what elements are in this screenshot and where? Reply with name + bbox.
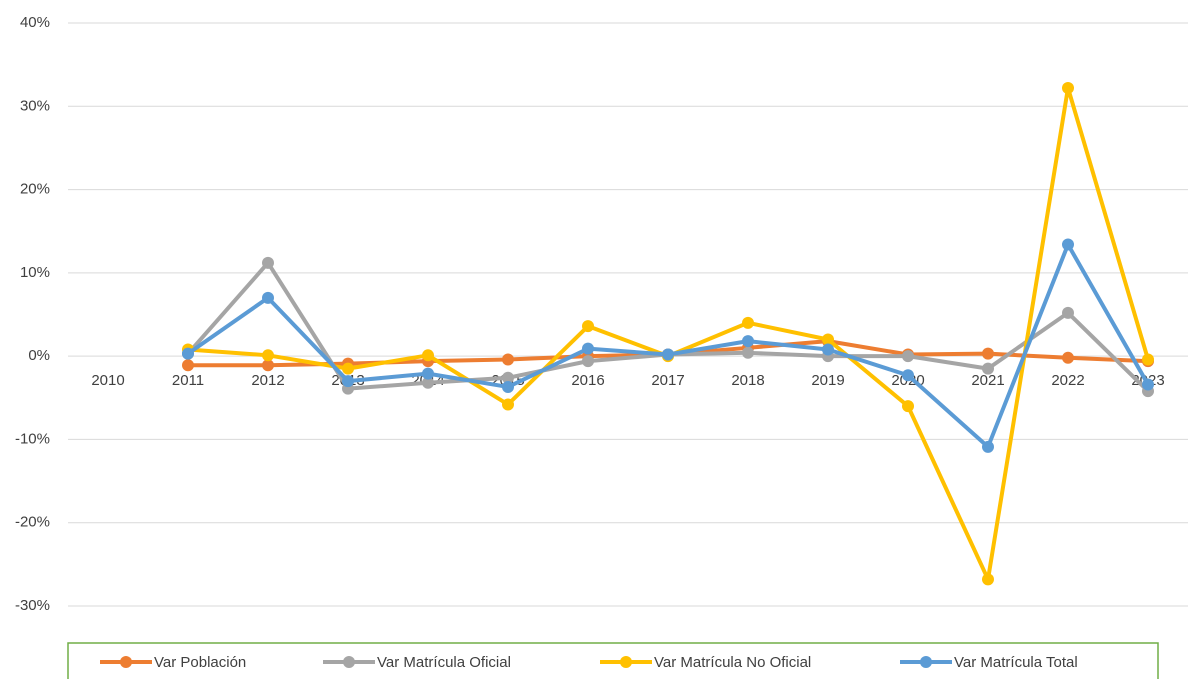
legend-marker	[120, 656, 132, 668]
series-line	[186, 85, 1150, 582]
data-point	[422, 349, 434, 362]
data-point	[1142, 353, 1154, 366]
legend-marker	[620, 656, 632, 668]
data-point	[822, 343, 834, 356]
data-point	[1142, 378, 1154, 391]
legend-box	[67, 642, 1159, 679]
data-point	[982, 440, 994, 453]
legend-label: Var Población	[154, 654, 246, 671]
data-point	[342, 375, 354, 388]
y-tick-label: 40%	[20, 14, 50, 31]
legend-label: Var Matrícula Total	[954, 654, 1078, 671]
data-point	[662, 348, 674, 361]
legend-marker	[920, 656, 932, 668]
y-tick-label: -30%	[15, 597, 50, 614]
data-point	[902, 350, 914, 363]
x-tick-label: 2010	[91, 372, 124, 389]
data-point	[982, 362, 994, 375]
data-point	[902, 400, 914, 413]
data-point	[1062, 351, 1074, 364]
y-tick-label: 20%	[20, 181, 50, 198]
data-point	[1062, 238, 1074, 251]
data-point	[502, 398, 514, 411]
x-tick-label: 2012	[251, 372, 284, 389]
x-tick-label: 2021	[971, 372, 1004, 389]
data-point	[342, 362, 354, 375]
y-tick-label: -10%	[15, 430, 50, 447]
legend-label: Var Matrícula No Oficial	[654, 654, 811, 671]
data-point	[182, 347, 194, 360]
legend-label: Var Matrícula Oficial	[377, 654, 511, 671]
data-point	[1062, 81, 1074, 94]
y-tick-label: 10%	[20, 264, 50, 281]
y-tick-label: -20%	[15, 514, 50, 531]
data-point	[1062, 306, 1074, 319]
data-point	[422, 376, 434, 389]
data-point	[822, 333, 834, 346]
data-point	[582, 342, 594, 355]
x-tick-label: 2022	[1051, 372, 1084, 389]
data-point	[262, 256, 274, 269]
x-tick-label: 2018	[731, 372, 764, 389]
y-tick-label: 30%	[20, 97, 50, 114]
x-tick-label: 2019	[811, 372, 844, 389]
data-point	[262, 291, 274, 304]
data-point	[502, 353, 514, 366]
data-point	[502, 371, 514, 384]
data-point	[262, 349, 274, 362]
data-point	[742, 335, 754, 348]
series-line	[186, 242, 1150, 449]
data-point	[582, 355, 594, 368]
data-point	[902, 369, 914, 382]
data-point	[982, 573, 994, 586]
data-point	[982, 347, 994, 360]
data-point	[262, 359, 274, 372]
data-point	[582, 320, 594, 333]
y-tick-label: 0%	[28, 347, 50, 364]
x-tick-label: 2016	[571, 372, 604, 389]
data-point	[742, 316, 754, 329]
data-point	[182, 359, 194, 372]
legend-marker	[343, 656, 355, 668]
data-point	[502, 380, 514, 393]
data-point	[742, 346, 754, 359]
x-tick-label: 2017	[651, 372, 684, 389]
x-tick-label: 2011	[172, 372, 204, 389]
data-point	[422, 367, 434, 380]
